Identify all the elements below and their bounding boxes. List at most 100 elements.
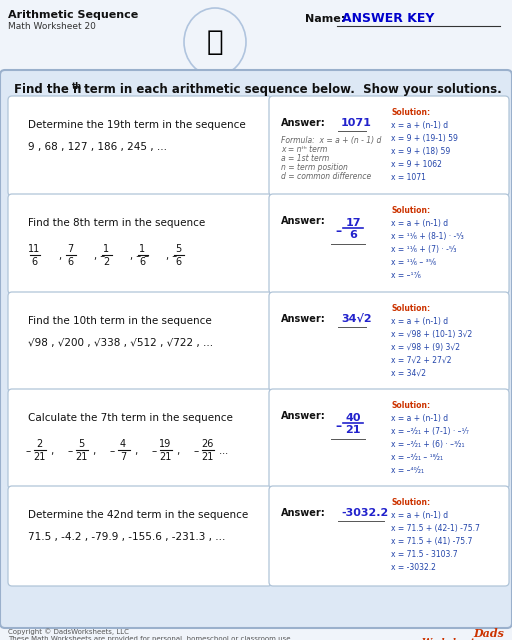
Text: Worksheets.com: Worksheets.com xyxy=(421,638,504,640)
Text: 1071: 1071 xyxy=(341,118,372,128)
Text: x = -3032.2: x = -3032.2 xyxy=(391,563,436,572)
Text: x = 71.5 + (41) -75.7: x = 71.5 + (41) -75.7 xyxy=(391,537,473,546)
Text: Solution:: Solution: xyxy=(391,206,430,215)
Text: Answer:: Answer: xyxy=(281,216,326,226)
Text: –: – xyxy=(335,420,341,433)
Text: x = ¹¹⁄₆ – ³⁵⁄₆: x = ¹¹⁄₆ – ³⁵⁄₆ xyxy=(391,258,436,267)
Text: 19: 19 xyxy=(159,439,171,449)
Text: Formula:  x = a + (n - 1) d: Formula: x = a + (n - 1) d xyxy=(281,136,381,145)
FancyBboxPatch shape xyxy=(269,486,509,586)
Text: 7: 7 xyxy=(120,452,126,462)
FancyBboxPatch shape xyxy=(8,96,272,196)
Text: x = a + (n-1) d: x = a + (n-1) d xyxy=(391,317,448,326)
Text: ,: , xyxy=(132,446,138,456)
Text: 34√2: 34√2 xyxy=(341,314,372,324)
FancyBboxPatch shape xyxy=(269,96,509,196)
Text: –: – xyxy=(194,446,199,456)
Text: x = 9 + (18) 59: x = 9 + (18) 59 xyxy=(391,147,450,156)
Text: –: – xyxy=(26,446,31,456)
Text: x = 1071: x = 1071 xyxy=(391,173,426,182)
Text: ,: , xyxy=(58,251,61,261)
FancyBboxPatch shape xyxy=(0,70,512,628)
Text: Copyright © DadsWorksheets, LLC: Copyright © DadsWorksheets, LLC xyxy=(8,628,129,635)
Text: x = 9 + (19-1) 59: x = 9 + (19-1) 59 xyxy=(391,134,458,143)
FancyBboxPatch shape xyxy=(8,194,272,294)
Text: Determine the 19th term in the sequence: Determine the 19th term in the sequence xyxy=(28,120,246,130)
Text: Name:: Name: xyxy=(305,14,345,24)
Text: 6: 6 xyxy=(175,257,181,267)
FancyBboxPatch shape xyxy=(8,292,272,392)
Text: ,: , xyxy=(90,446,96,456)
Text: x = 71.5 - 3103.7: x = 71.5 - 3103.7 xyxy=(391,550,458,559)
Text: ,: , xyxy=(48,446,54,456)
FancyBboxPatch shape xyxy=(8,389,272,489)
Text: 21: 21 xyxy=(75,452,87,462)
Text: 21: 21 xyxy=(345,425,361,435)
Text: Answer:: Answer: xyxy=(281,508,326,518)
Text: Find the 10th term in the sequence: Find the 10th term in the sequence xyxy=(28,316,212,326)
Text: These Math Worksheets are provided for personal, homeschool or classroom use.: These Math Worksheets are provided for p… xyxy=(8,636,293,640)
Text: 1: 1 xyxy=(103,244,109,254)
Text: 26: 26 xyxy=(201,439,213,449)
Text: -3032.2: -3032.2 xyxy=(341,508,388,518)
Text: x = nᵗʰ term: x = nᵗʰ term xyxy=(281,145,327,154)
Text: x = 9 + 1062: x = 9 + 1062 xyxy=(391,160,442,169)
Text: 6: 6 xyxy=(31,257,37,267)
Text: √98 , √200 , √338 , √512 , √722 , ...: √98 , √200 , √338 , √512 , √722 , ... xyxy=(28,338,213,348)
Text: x = √98 + (9) 3√2: x = √98 + (9) 3√2 xyxy=(391,343,460,352)
Text: 71.5 , -4.2 , -79.9 , -155.6 , -231.3 , ...: 71.5 , -4.2 , -79.9 , -155.6 , -231.3 , … xyxy=(28,532,225,542)
Text: –: – xyxy=(110,446,115,456)
Text: ANSWER KEY: ANSWER KEY xyxy=(342,12,434,25)
Text: 11: 11 xyxy=(28,244,40,254)
Text: x = –¹⁷⁄₆: x = –¹⁷⁄₆ xyxy=(391,271,421,280)
Text: Calculate the 7th term in the sequence: Calculate the 7th term in the sequence xyxy=(28,413,233,423)
Text: x = ¹¹⁄₆ + (7) · -⁵⁄₃: x = ¹¹⁄₆ + (7) · -⁵⁄₃ xyxy=(391,245,456,254)
Text: Determine the 42nd term in the sequence: Determine the 42nd term in the sequence xyxy=(28,510,248,520)
Text: 21: 21 xyxy=(33,452,45,462)
Text: 7: 7 xyxy=(67,244,73,254)
FancyBboxPatch shape xyxy=(269,389,509,489)
FancyBboxPatch shape xyxy=(269,194,509,294)
Text: 6: 6 xyxy=(139,257,145,267)
Ellipse shape xyxy=(184,8,246,76)
Text: –: – xyxy=(335,225,341,238)
Text: x = a + (n-1) d: x = a + (n-1) d xyxy=(391,219,448,228)
Text: n = term position: n = term position xyxy=(281,163,348,172)
Text: 40: 40 xyxy=(345,413,361,423)
Text: –: – xyxy=(152,446,157,456)
Text: Arithmetic Sequence: Arithmetic Sequence xyxy=(8,10,138,20)
Text: 2: 2 xyxy=(36,439,42,449)
Text: x = a + (n-1) d: x = a + (n-1) d xyxy=(391,511,448,520)
Text: Find the 8th term in the sequence: Find the 8th term in the sequence xyxy=(28,218,205,228)
Text: 6: 6 xyxy=(349,230,357,240)
Text: 2: 2 xyxy=(103,257,109,267)
Text: 5: 5 xyxy=(175,244,181,254)
Text: Solution:: Solution: xyxy=(391,498,430,507)
Text: Solution:: Solution: xyxy=(391,304,430,313)
Text: Solution:: Solution: xyxy=(391,401,430,410)
Text: Find the n: Find the n xyxy=(14,83,81,96)
Text: x = 71.5 + (42-1) -75.7: x = 71.5 + (42-1) -75.7 xyxy=(391,524,480,533)
Text: 21: 21 xyxy=(201,452,213,462)
Text: 4: 4 xyxy=(120,439,126,449)
FancyBboxPatch shape xyxy=(0,0,512,75)
Text: , – –: , – – xyxy=(130,251,149,261)
Text: term in each arithmetic sequence below.  Show your solutions.: term in each arithmetic sequence below. … xyxy=(80,83,502,96)
Text: x = ¹¹⁄₆ + (8-1) · -⁵⁄₃: x = ¹¹⁄₆ + (8-1) · -⁵⁄₃ xyxy=(391,232,464,241)
FancyBboxPatch shape xyxy=(8,486,272,586)
Text: , –: , – xyxy=(166,251,177,261)
Text: 9 , 68 , 127 , 186 , 245 , ...: 9 , 68 , 127 , 186 , 245 , ... xyxy=(28,142,167,152)
Text: Answer:: Answer: xyxy=(281,411,326,421)
Text: x = √98 + (10-1) 3√2: x = √98 + (10-1) 3√2 xyxy=(391,330,472,339)
Text: x = 7√2 + 27√2: x = 7√2 + 27√2 xyxy=(391,356,452,365)
Text: x = –²⁄₂₁ + (6) · –³⁄₂₁: x = –²⁄₂₁ + (6) · –³⁄₂₁ xyxy=(391,440,464,449)
Text: 1: 1 xyxy=(139,244,145,254)
Text: Dads: Dads xyxy=(473,628,504,639)
Text: ...: ... xyxy=(216,446,228,456)
Text: 6: 6 xyxy=(67,257,73,267)
Text: x = –²⁄₂₁ – ¹⁸⁄₂₁: x = –²⁄₂₁ – ¹⁸⁄₂₁ xyxy=(391,453,443,462)
Text: Answer:: Answer: xyxy=(281,118,326,128)
Text: –: – xyxy=(68,446,73,456)
Text: 5: 5 xyxy=(78,439,84,449)
Text: 21: 21 xyxy=(159,452,171,462)
